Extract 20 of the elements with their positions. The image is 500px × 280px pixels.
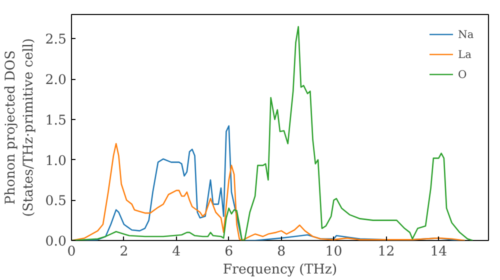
x-tick-label: 4 bbox=[172, 244, 181, 260]
y-tick-label: 0.5 bbox=[45, 194, 67, 210]
y-tick-label: 0.0 bbox=[45, 234, 67, 250]
x-tick-label: 10 bbox=[325, 244, 342, 260]
y-axis-title: Phonon projected DOS (States/THz·primitive cell) bbox=[3, 38, 36, 217]
x-tick-label: 0 bbox=[67, 244, 76, 260]
x-axis-title: Frequency (THz) bbox=[222, 262, 338, 278]
x-tick-label: 8 bbox=[277, 244, 286, 260]
x-tick-label: 14 bbox=[430, 244, 448, 260]
y-tick-label: 1.0 bbox=[45, 154, 67, 169]
x-tick-label: 2 bbox=[120, 244, 128, 260]
legend-label: O bbox=[458, 68, 468, 80]
y-tick-label: 2.5 bbox=[45, 32, 67, 48]
x-tick-label: 6 bbox=[224, 244, 234, 260]
y-tick-label: 1.5 bbox=[45, 113, 67, 128]
legend-label: La bbox=[458, 48, 472, 60]
y-tick-label: 2.0 bbox=[45, 73, 67, 88]
line-series bbox=[72, 26, 474, 240]
x-tick-label: 12 bbox=[378, 244, 395, 260]
legend-label: Na bbox=[458, 28, 475, 40]
